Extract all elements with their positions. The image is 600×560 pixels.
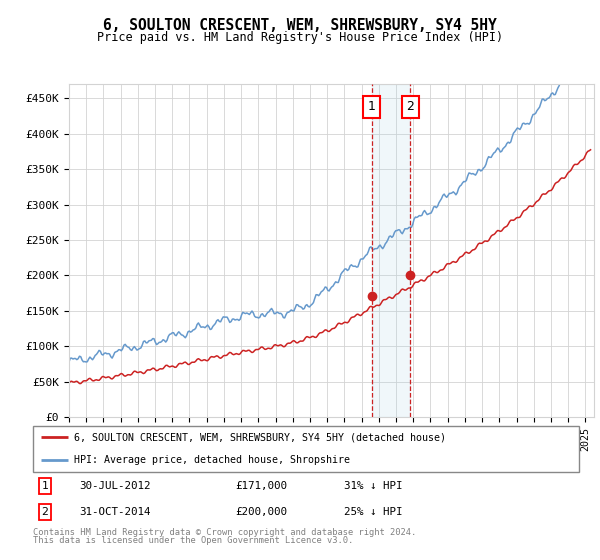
Text: 30-JUL-2012: 30-JUL-2012 bbox=[79, 481, 151, 491]
Text: £171,000: £171,000 bbox=[235, 481, 287, 491]
Text: 2: 2 bbox=[406, 100, 414, 113]
Text: £200,000: £200,000 bbox=[235, 507, 287, 517]
Text: 2: 2 bbox=[41, 507, 49, 517]
Text: 1: 1 bbox=[368, 100, 376, 113]
Text: 6, SOULTON CRESCENT, WEM, SHREWSBURY, SY4 5HY: 6, SOULTON CRESCENT, WEM, SHREWSBURY, SY… bbox=[103, 18, 497, 33]
Text: 6, SOULTON CRESCENT, WEM, SHREWSBURY, SY4 5HY (detached house): 6, SOULTON CRESCENT, WEM, SHREWSBURY, SY… bbox=[74, 432, 446, 442]
FancyBboxPatch shape bbox=[33, 426, 579, 472]
Text: This data is licensed under the Open Government Licence v3.0.: This data is licensed under the Open Gov… bbox=[33, 536, 353, 545]
Text: HPI: Average price, detached house, Shropshire: HPI: Average price, detached house, Shro… bbox=[74, 455, 350, 465]
Bar bbox=[371, 84, 410, 417]
Text: Price paid vs. HM Land Registry's House Price Index (HPI): Price paid vs. HM Land Registry's House … bbox=[97, 31, 503, 44]
Text: 31% ↓ HPI: 31% ↓ HPI bbox=[344, 481, 403, 491]
Text: 25% ↓ HPI: 25% ↓ HPI bbox=[344, 507, 403, 517]
Text: 1: 1 bbox=[41, 481, 49, 491]
Text: 31-OCT-2014: 31-OCT-2014 bbox=[79, 507, 151, 517]
Text: Contains HM Land Registry data © Crown copyright and database right 2024.: Contains HM Land Registry data © Crown c… bbox=[33, 528, 416, 536]
